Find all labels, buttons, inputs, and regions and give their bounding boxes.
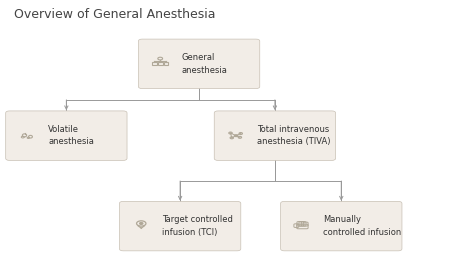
FancyBboxPatch shape [119,201,241,251]
Text: Manually
controlled infusion: Manually controlled infusion [323,215,401,237]
FancyBboxPatch shape [214,111,336,160]
FancyBboxPatch shape [138,39,260,89]
FancyBboxPatch shape [281,201,402,251]
FancyBboxPatch shape [6,111,127,160]
Text: Target controlled
infusion (TCI): Target controlled infusion (TCI) [162,215,233,237]
Text: General
anesthesia: General anesthesia [181,53,227,74]
Circle shape [140,223,143,224]
Text: Overview of General Anesthesia: Overview of General Anesthesia [14,8,216,21]
Text: Total intravenous
anesthesia (TIVA): Total intravenous anesthesia (TIVA) [257,125,330,146]
Text: Volatile
anesthesia: Volatile anesthesia [48,125,94,146]
